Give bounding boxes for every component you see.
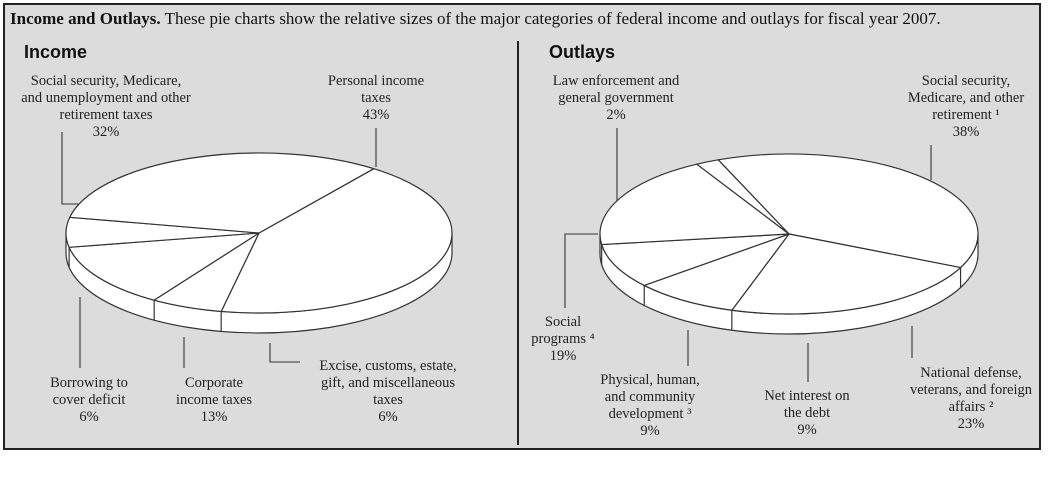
- slice-label-line: income taxes: [176, 392, 252, 408]
- chart-income-slice-corporate-income-taxes: [68, 232, 260, 301]
- chart-income-title: Income: [24, 42, 87, 62]
- chart-income-leader-line: [61, 132, 78, 205]
- chart-outlays-slice-label: Social security, Medicare, and other retir…: [908, 73, 1025, 140]
- slice-label-line: and community: [605, 389, 696, 405]
- slice-label-line: Medicare, and other: [908, 90, 1025, 106]
- slice-label-line: Borrowing to: [50, 375, 128, 391]
- slice-label-line: retirement taxes: [60, 107, 153, 123]
- slice-label-line: development ³: [609, 406, 693, 422]
- chart-outlays-slice-law-enforcement-and-general-gove: [696, 159, 790, 235]
- chart-outlays-slice-net-interest-on-the-debt: [643, 233, 790, 311]
- slice-label-line: Law enforcement and: [553, 73, 680, 89]
- chart-outlays-slice-label: Net interest on the debt 9%: [764, 388, 850, 438]
- chart-outlays-slice-national-defense-veterans-and-fo: [731, 233, 962, 315]
- slice-label-line: Personal income: [328, 73, 424, 89]
- caption-text: These pie charts show the relative sizes…: [160, 9, 941, 28]
- slice-label-line: Corporate: [185, 375, 243, 391]
- slice-label-line: retirement ¹: [932, 107, 1000, 123]
- slice-label-line: the debt: [784, 405, 830, 421]
- slice-percent: 2%: [606, 107, 625, 123]
- chart-outlays-slice-physical-human-and-community-dev: [601, 233, 790, 287]
- slice-label-line: Net interest on: [764, 388, 850, 404]
- slice-percent: 19%: [550, 348, 577, 364]
- chart-income-slice-personal-income-taxes: [220, 168, 453, 314]
- slice-percent: 23%: [958, 416, 985, 432]
- caption-bold: Income and Outlays.: [10, 9, 161, 28]
- chart-outlays-leader-line: [564, 233, 598, 308]
- slice-percent: 38%: [953, 124, 980, 140]
- chart-outlays-slice-label: National defense, veterans, and foreign af…: [910, 365, 1033, 432]
- slice-label-line: programs ⁴: [531, 331, 594, 347]
- panel-divider: [517, 41, 519, 445]
- slice-label-line: Physical, human,: [600, 372, 699, 388]
- slice-label-line: Excise, customs, estate,: [319, 358, 456, 374]
- chart-outlays-title: Outlays: [549, 42, 615, 62]
- chart-outlays-slice-social-security-medicare-and-oth: [717, 153, 979, 269]
- slice-percent: 9%: [640, 423, 659, 439]
- slice-label-line: veterans, and foreign: [910, 382, 1033, 398]
- chart-outlays-slice-social-programs: [599, 163, 790, 246]
- chart-income-leader-line: [269, 343, 300, 363]
- slice-label-line: Social: [545, 314, 581, 330]
- slice-label-line: National defense,: [920, 365, 1021, 381]
- slice-percent: 9%: [797, 422, 816, 438]
- chart-income-slice-label: Social security, Medicare, and unemployme…: [21, 73, 191, 140]
- figure-caption: Income and Outlays. These pie charts sho…: [10, 9, 941, 29]
- slice-label-line: gift, and miscellaneous: [321, 375, 455, 391]
- slice-label-line: cover deficit: [53, 392, 126, 408]
- slice-percent: 6%: [79, 409, 98, 425]
- chart-income-slice-label: Personal income taxes 43%: [328, 73, 424, 123]
- slice-percent: 6%: [378, 409, 397, 425]
- chart-income-slice-label: Borrowing to cover deficit 6%: [50, 375, 128, 425]
- chart-income-slice-label: Corporate income taxes 13%: [176, 375, 252, 425]
- slice-label-line: and unemployment and other: [21, 90, 191, 106]
- slice-label-line: taxes: [361, 90, 391, 106]
- slice-percent: 32%: [93, 124, 120, 140]
- slice-label-line: taxes: [373, 392, 403, 408]
- slice-percent: 13%: [201, 409, 228, 425]
- chart-income-slice-label: Excise, customs, estate, gift, and miscel…: [319, 358, 456, 425]
- slice-label-line: Social security, Medicare,: [31, 73, 181, 89]
- chart-income-slice-social-security-medicare-and-une: [69, 152, 375, 234]
- slice-label-line: Social security,: [922, 73, 1010, 89]
- slice-percent: 43%: [363, 107, 390, 123]
- chart-outlays-slice-label: Physical, human, and community development…: [600, 372, 699, 439]
- slice-label-line: affairs ²: [949, 399, 994, 415]
- slice-label-line: general government: [558, 90, 674, 106]
- chart-outlays-slice-label: Social programs ⁴ 19%: [531, 314, 594, 364]
- chart-outlays-slice-label: Law enforcement and general government 2%: [553, 73, 680, 123]
